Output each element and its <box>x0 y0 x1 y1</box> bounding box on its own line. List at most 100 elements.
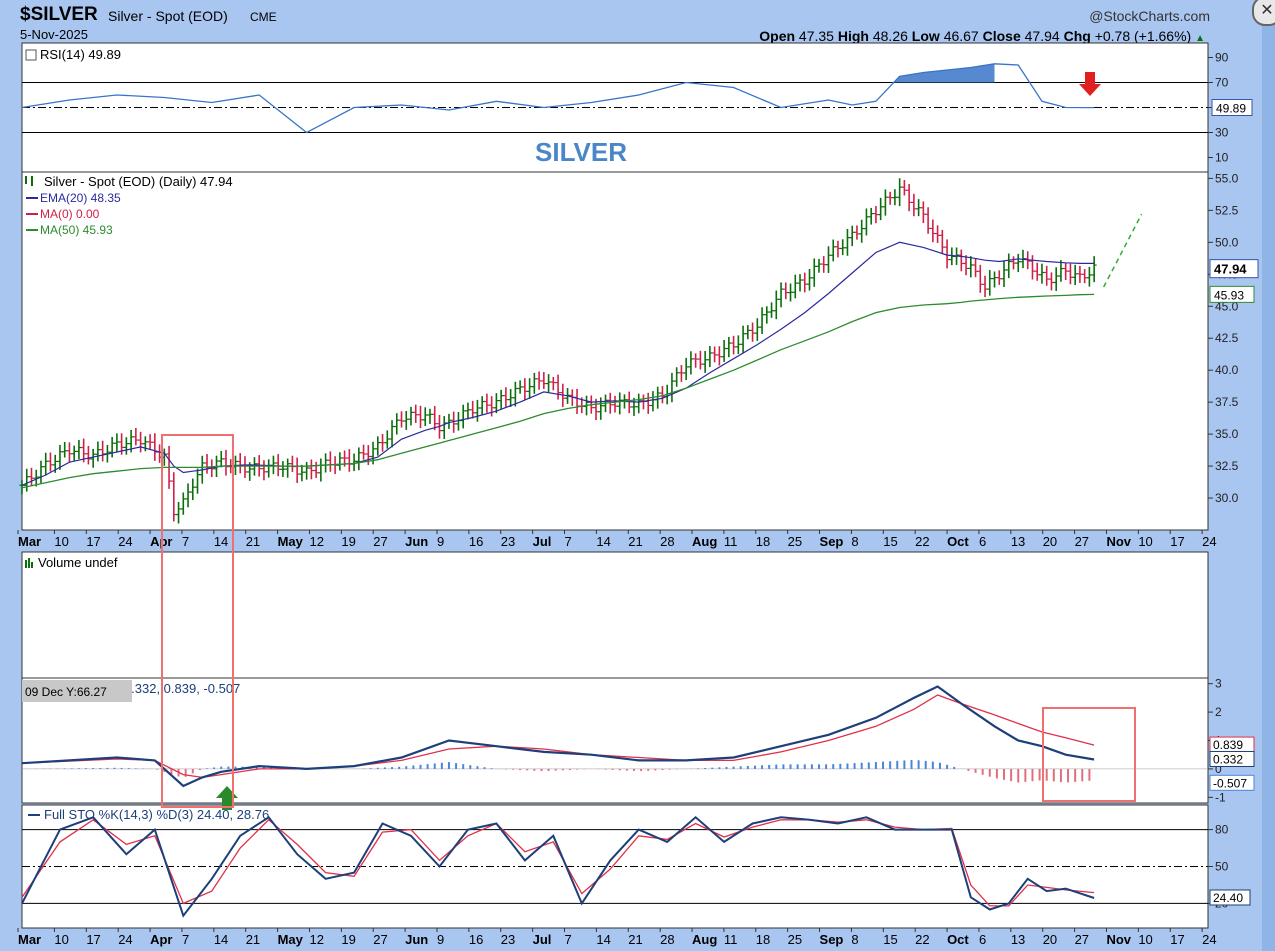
x-axis-bottom-label: 16 <box>469 932 483 947</box>
price-axis-tick-label: 32.5 <box>1215 459 1239 473</box>
x-axis-top-label: May <box>278 534 304 549</box>
x-axis-bottom-label: Oct <box>947 932 969 947</box>
macd-signal-line <box>21 694 1095 779</box>
price-axis-tick-label: 50.0 <box>1215 235 1239 249</box>
sto-value-label: 24.40 <box>1213 891 1243 905</box>
x-axis-bottom-label: 20 <box>1043 932 1057 947</box>
x-axis-bottom-label: Mar <box>18 932 41 947</box>
macd-signal-flag-label: 0.839 <box>1213 738 1243 752</box>
x-axis-bottom-label: 22 <box>915 932 929 947</box>
symbol-subtitle: Silver - Spot (EOD) <box>108 8 228 24</box>
x-axis-top-label: 14 <box>214 534 228 549</box>
x-axis-top-label: 24 <box>118 534 132 549</box>
macd-value-flag <box>1209 750 1255 767</box>
macd-panel-bg <box>21 677 1209 804</box>
x-axis-bottom-label: Jul <box>533 932 552 947</box>
x-axis-top-label: 14 <box>596 534 610 549</box>
exchange-label: CME <box>250 10 277 24</box>
x-axis-top-label: 17 <box>86 534 100 549</box>
x-axis-bottom-label: Aug <box>692 932 717 947</box>
x-axis-top-label: 12 <box>309 534 323 549</box>
volume-title: Volume undef <box>38 555 118 570</box>
x-axis-top-label: 28 <box>660 534 674 549</box>
macd-axis-tick-label: 3 <box>1215 677 1222 691</box>
sto-value-flag <box>1209 889 1251 906</box>
price-axis-tick-label: 37.5 <box>1215 395 1239 409</box>
x-axis-bottom-label: Sep <box>820 932 844 947</box>
brand-logo: @StockCharts.com <box>1089 8 1210 24</box>
x-axis-bottom-label: 14 <box>596 932 610 947</box>
x-axis-bottom-label: 21 <box>246 932 260 947</box>
ema20-legend: EMA(20) 48.35 <box>40 191 121 205</box>
highlight-box-april <box>161 434 234 808</box>
rsi-axis-tick-label: 10 <box>1215 151 1229 165</box>
x-axis-bottom-label: 28 <box>660 932 674 947</box>
rsi-title: RSI(14) 49.89 <box>40 47 121 62</box>
chg-value: +0.78 (+1.66%) <box>1094 28 1192 44</box>
x-axis-bottom-label: 17 <box>1170 932 1184 947</box>
x-axis-top-label: 27 <box>373 534 387 549</box>
x-axis-top-label: 23 <box>501 534 515 549</box>
x-axis-top-label: Oct <box>947 534 969 549</box>
x-axis-top-label: 20 <box>1043 534 1057 549</box>
chart-date: 5-Nov-2025 <box>20 27 88 42</box>
volume-legend-icon <box>25 558 33 568</box>
x-axis-bottom-label: 24 <box>118 932 132 947</box>
close-label: Close <box>982 28 1021 44</box>
x-axis-bottom-label: Apr <box>150 932 172 947</box>
volume-panel-bg <box>21 551 1209 679</box>
close-x-icon[interactable]: ✕ <box>1252 0 1275 26</box>
x-axis-bottom-label: 18 <box>756 932 770 947</box>
macd-line <box>21 685 1095 788</box>
price-axis-tick-label: 42.5 <box>1215 331 1239 345</box>
macd-hist-flag <box>1209 774 1255 791</box>
symbol-title: $SILVER <box>20 4 98 25</box>
x-axis-top-label: 13 <box>1011 534 1025 549</box>
x-axis-top-label: 25 <box>788 534 802 549</box>
x-axis-top-label: 24 <box>1202 534 1216 549</box>
high-value: 48.26 <box>872 28 908 44</box>
x-axis-top-label: 9 <box>437 534 444 549</box>
x-axis-bottom-label: 6 <box>979 932 986 947</box>
x-axis-bottom-label: 27 <box>373 932 387 947</box>
x-axis-top-label: Jun <box>405 534 428 549</box>
price-title: Silver - Spot (EOD) (Daily) 47.94 <box>44 174 233 189</box>
x-axis-top-label: Mar <box>18 534 41 549</box>
x-axis-top-label: 19 <box>341 534 355 549</box>
x-axis-bottom-label: 13 <box>1011 932 1025 947</box>
close-value: 47.94 <box>1024 28 1060 44</box>
x-axis-top-label: 21 <box>246 534 260 549</box>
macd-hist-flag-label: -0.507 <box>1213 776 1247 790</box>
x-axis-bottom-label: 14 <box>214 932 228 947</box>
ma50-legend: MA(50) 45.93 <box>40 223 113 237</box>
x-axis-top-label: 7 <box>182 534 189 549</box>
price-axis-tick-label: 40.0 <box>1215 363 1239 377</box>
tooltip-bg <box>22 680 132 702</box>
x-axis-bottom-label: 10 <box>54 932 68 947</box>
price-value-label: 47.94 <box>1214 262 1247 277</box>
x-axis-bottom-label: 15 <box>883 932 897 947</box>
x-axis-top-label: Jul <box>533 534 552 549</box>
x-axis-bottom-label: 7 <box>565 932 572 947</box>
x-axis-bottom-label: 27 <box>1075 932 1089 947</box>
x-axis-top-label: 27 <box>1075 534 1089 549</box>
ma0-legend: MA(0) 0.00 <box>40 207 100 221</box>
x-axis-bottom-label: 19 <box>341 932 355 947</box>
ohlc-readout: Open 47.35 High 48.26 Low 46.67 Close 47… <box>759 28 1205 44</box>
macd-axis-tick-label: -1 <box>1215 790 1226 804</box>
x-axis-top-label: 6 <box>979 534 986 549</box>
rsi-value-flag <box>1211 99 1253 116</box>
x-axis-top-label: Sep <box>820 534 844 549</box>
low-label: Low <box>911 28 940 44</box>
price-axis-tick-label: 55.0 <box>1215 171 1239 185</box>
sto-axis-tick-label: 50 <box>1215 860 1229 874</box>
x-axis-bottom-label: 12 <box>309 932 323 947</box>
macd-value-flag-label: 0.332 <box>1213 752 1243 766</box>
x-axis-top-label: 8 <box>851 534 858 549</box>
red-down-arrow-icon <box>1079 72 1101 96</box>
annotation-title: SILVER <box>535 137 627 167</box>
x-axis-top-label: 15 <box>883 534 897 549</box>
price-value-flag <box>1209 259 1259 279</box>
price-axis-tick-label: 52.5 <box>1215 203 1239 217</box>
